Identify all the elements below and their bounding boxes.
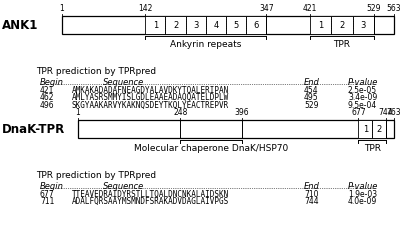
Text: 4.0e-09: 4.0e-09 <box>348 197 377 206</box>
Text: 3: 3 <box>193 21 198 30</box>
Text: Ankyrin repeats: Ankyrin repeats <box>170 40 242 49</box>
Text: 744: 744 <box>304 197 319 206</box>
Text: P-value: P-value <box>348 78 378 87</box>
Text: Sequence: Sequence <box>103 78 145 87</box>
Text: 744: 744 <box>379 108 394 117</box>
Text: TPR prediction by TPRpred: TPR prediction by TPRpred <box>36 67 156 76</box>
Text: 6: 6 <box>254 21 259 30</box>
Text: 248: 248 <box>173 108 188 117</box>
Text: 454: 454 <box>304 86 319 95</box>
Text: AMLYASRSMMYISLGDLEAAEADAQQATELDPLW: AMLYASRSMMYISLGDLEAAEADAQQATELDPLW <box>72 93 229 103</box>
Text: Sequence: Sequence <box>103 182 145 191</box>
Bar <box>372 120 386 138</box>
Text: 5: 5 <box>234 21 239 30</box>
Text: 3.4e-09: 3.4e-09 <box>348 93 377 103</box>
Text: 2: 2 <box>339 21 345 30</box>
Text: End: End <box>304 78 320 87</box>
Text: ANK1: ANK1 <box>2 19 38 32</box>
Bar <box>166 16 186 34</box>
Text: End: End <box>304 182 320 191</box>
Bar <box>226 16 246 34</box>
Text: 3: 3 <box>360 21 366 30</box>
Text: 1: 1 <box>318 21 323 30</box>
Text: 347: 347 <box>259 4 274 13</box>
Text: 710: 710 <box>304 190 318 199</box>
Text: 711: 711 <box>40 197 54 206</box>
Text: 421: 421 <box>303 4 317 13</box>
Bar <box>331 16 353 34</box>
Text: Begin: Begin <box>40 182 64 191</box>
Bar <box>186 16 206 34</box>
Text: 2.5e-05: 2.5e-05 <box>348 86 377 95</box>
Bar <box>353 16 374 34</box>
Text: TPR: TPR <box>334 40 350 49</box>
Text: 495: 495 <box>304 93 319 103</box>
Text: 763: 763 <box>387 108 400 117</box>
Text: TTEAVEDRAIDYRSTLLTQALDNCNKALAIDSKN: TTEAVEDRAIDYRSTLLTQALDNCNKALAIDSKN <box>72 190 229 199</box>
Bar <box>62 16 394 34</box>
Text: 529: 529 <box>304 101 318 110</box>
Text: 462: 462 <box>40 93 54 103</box>
Bar <box>246 16 266 34</box>
Text: ADALFQRSAAYMSMNDFSRAKADVDAGLAIVPGS: ADALFQRSAAYMSMNDFSRAKADVDAGLAIVPGS <box>72 197 229 206</box>
Text: AMKAKADADAFNEAGDYALAVDKYTQALERIPAN: AMKAKADADAFNEAGDYALAVDKYTQALERIPAN <box>72 86 229 95</box>
Text: 677: 677 <box>351 108 366 117</box>
Text: 4: 4 <box>213 21 218 30</box>
Text: 1: 1 <box>60 4 64 13</box>
Text: 142: 142 <box>138 4 152 13</box>
Text: 677: 677 <box>40 190 55 199</box>
Bar <box>78 120 394 138</box>
Bar <box>145 16 166 34</box>
Text: Molecular chaperone DnaK/HSP70: Molecular chaperone DnaK/HSP70 <box>134 144 288 153</box>
Text: 529: 529 <box>367 4 381 13</box>
Text: 1: 1 <box>363 125 368 134</box>
Text: DnaK-TPR: DnaK-TPR <box>2 123 65 136</box>
Text: P-value: P-value <box>348 182 378 191</box>
Text: 396: 396 <box>234 108 249 117</box>
Bar <box>206 16 226 34</box>
Text: 1: 1 <box>153 21 158 30</box>
Bar <box>310 16 331 34</box>
Text: 1.9e-03: 1.9e-03 <box>348 190 377 199</box>
Text: 563: 563 <box>387 4 400 13</box>
Text: TPR prediction by TPRpred: TPR prediction by TPRpred <box>36 171 156 180</box>
Bar <box>358 120 372 138</box>
Text: Begin: Begin <box>40 78 64 87</box>
Text: 421: 421 <box>40 86 54 95</box>
Text: 2: 2 <box>376 125 382 134</box>
Text: 2: 2 <box>173 21 178 30</box>
Text: SKGYAAKARVYKAKNQSDEYTKQLYEACTREPVR: SKGYAAKARVYKAKNQSDEYTKQLYEACTREPVR <box>72 101 229 110</box>
Text: 496: 496 <box>40 101 55 110</box>
Text: TPR: TPR <box>364 144 381 153</box>
Text: 9.5e-04: 9.5e-04 <box>348 101 377 110</box>
Text: 1: 1 <box>76 108 80 117</box>
